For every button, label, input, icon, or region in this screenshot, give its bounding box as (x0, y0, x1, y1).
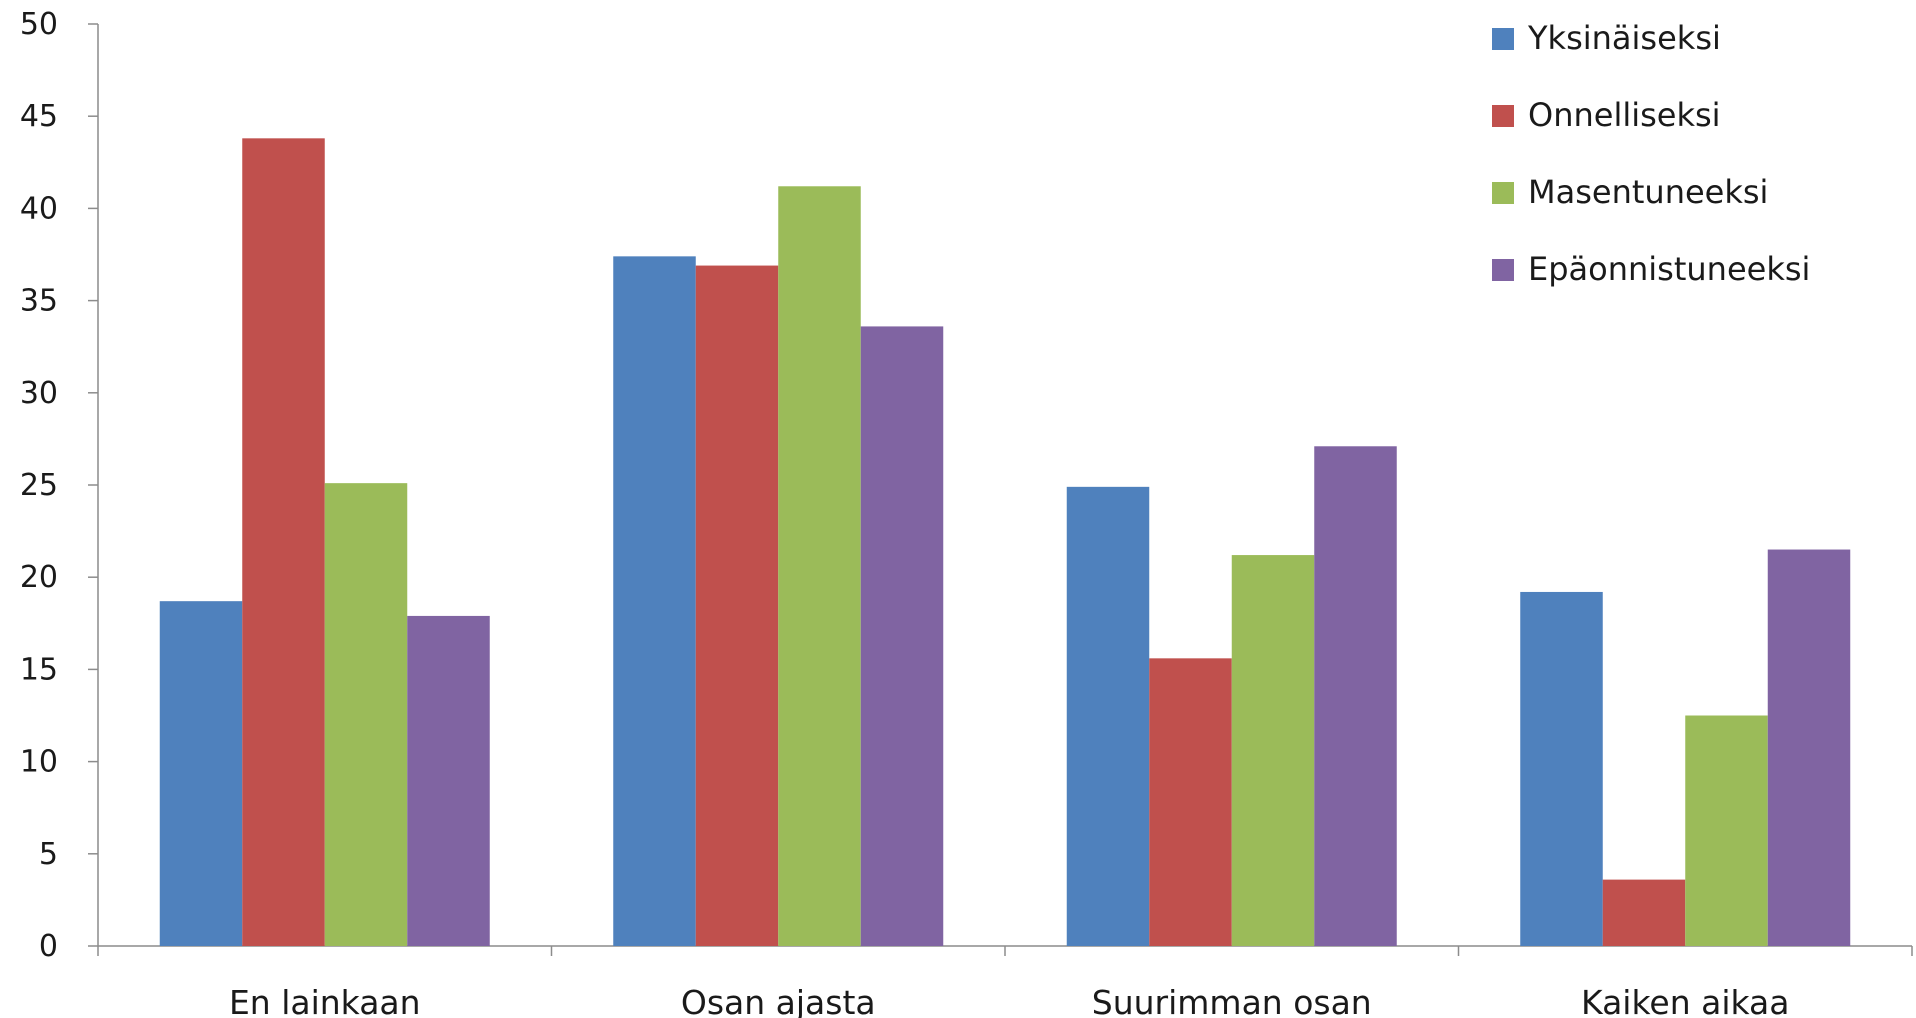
y-tick-label: 5 (39, 837, 58, 872)
y-tick-label: 20 (20, 560, 58, 595)
bar-yksinäiseksi-0 (159, 601, 243, 946)
legend-swatch (1492, 28, 1514, 50)
y-tick-label: 45 (20, 99, 58, 134)
legend: Yksinäiseksi Onnelliseksi Masentuneeksi Epä… (1492, 19, 1810, 288)
y-tick-label: 50 (20, 7, 58, 42)
legend-swatch (1492, 259, 1514, 281)
bar-epäonnistuneeksi-2 (1314, 446, 1397, 946)
bar-epäonnistuneeksi-3 (1767, 549, 1851, 946)
legend-label: Onnelliseksi (1528, 96, 1721, 134)
bar-masentuneeksi-2 (1231, 555, 1315, 946)
y-tick-label: 15 (20, 652, 58, 687)
x-axis: En lainkaan Osan ajasta Suurimman osan Kaik… (97, 945, 1913, 1018)
legend-swatch (1492, 105, 1514, 127)
y-tick-label: 0 (39, 929, 58, 964)
bar-onnelliseksi-2 (1149, 658, 1232, 946)
bar-epäonnistuneeksi-0 (407, 615, 490, 946)
x-category-label: Osan ajasta (681, 983, 876, 1018)
bar-yksinäiseksi-1 (613, 256, 696, 946)
bar-yksinäiseksi-2 (1066, 486, 1150, 946)
x-category-label: Suurimman osan (1092, 983, 1372, 1018)
legend-label: Masentuneeksi (1528, 173, 1768, 211)
bar-epäonnistuneeksi-1 (860, 326, 944, 946)
y-tick-label: 35 (20, 284, 58, 319)
bar-masentuneeksi-3 (1685, 715, 1768, 946)
bar-masentuneeksi-0 (324, 483, 408, 946)
bar-onnelliseksi-1 (695, 265, 779, 947)
legend-label: Epäonnistuneeksi (1528, 250, 1810, 288)
y-tick-label: 10 (20, 745, 58, 780)
x-category-label: En lainkaan (229, 983, 421, 1018)
legend-label: Yksinäiseksi (1527, 19, 1721, 57)
x-category-label: Kaiken aikaa (1581, 983, 1789, 1018)
bar-yksinäiseksi-3 (1520, 591, 1603, 946)
y-tick-label: 30 (20, 376, 58, 411)
bar-masentuneeksi-1 (778, 186, 861, 947)
y-tick-label: 25 (20, 468, 58, 503)
legend-swatch (1492, 182, 1514, 204)
y-tick-label: 40 (20, 191, 58, 226)
bar-onnelliseksi-3 (1602, 879, 1686, 946)
bar-onnelliseksi-0 (242, 138, 325, 946)
bars (159, 138, 1851, 947)
y-axis: 0 5 10 15 20 25 30 35 40 45 50 (20, 7, 99, 964)
